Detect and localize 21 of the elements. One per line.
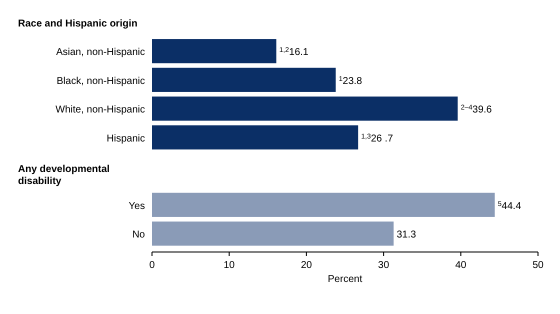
x-axis-title: Percent <box>328 274 362 285</box>
y-tick-label: Asian, non-Hispanic <box>56 47 145 58</box>
data-label: $^{1,2}$16.1 <box>279 46 309 58</box>
x-tick-label: 30 <box>378 260 390 271</box>
x-tick-label: 10 <box>224 260 236 271</box>
x-tick-label: 40 <box>455 260 467 271</box>
data-label: $^{1}$23.8 <box>338 75 363 87</box>
y-tick-label: Hispanic <box>106 133 145 144</box>
y-tick-label: White, non-Hispanic <box>56 104 145 116</box>
x-tick-label: 0 <box>149 260 156 271</box>
y-tick-label: No <box>132 230 146 241</box>
data-label: $^{2–4}$39.6 <box>460 104 492 116</box>
data-label: $^{5}$44.4 <box>498 200 522 212</box>
text: Race and Hispanic origin <box>18 18 138 30</box>
x-tick-label: 20 <box>300 260 312 271</box>
text: Any developmental disability <box>18 164 110 188</box>
x-tick-label: 50 <box>532 260 544 271</box>
data-label: 31.3 <box>396 230 417 241</box>
y-tick-label: Black, non-Hispanic <box>56 76 145 87</box>
y-tick-label: Yes <box>128 200 145 212</box>
data-label: $^{1,3}$26 .7 <box>361 132 394 144</box>
